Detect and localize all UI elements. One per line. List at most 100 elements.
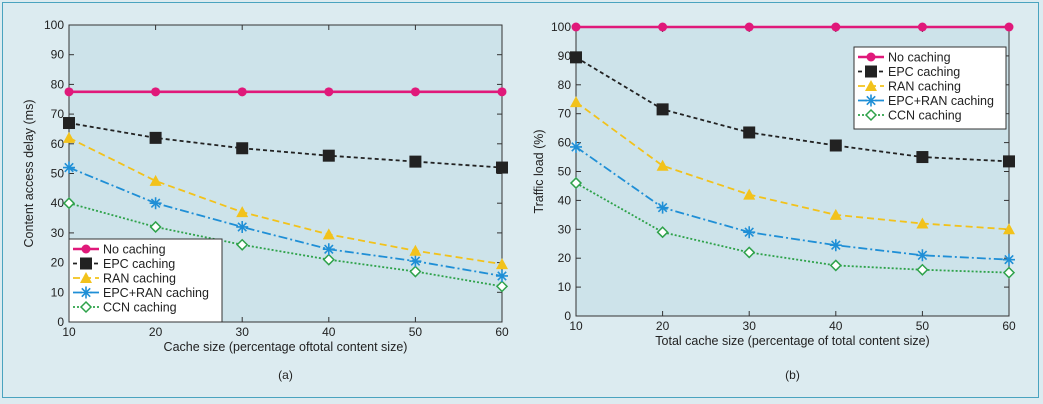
x-tick-label: 10 bbox=[62, 325, 76, 339]
legend-item: EPC+RAN caching bbox=[858, 94, 994, 108]
y-tick-label: 0 bbox=[564, 309, 571, 323]
data-point bbox=[829, 208, 842, 220]
x-axis-label: Cache size (percentage oftotal content s… bbox=[164, 340, 408, 354]
data-point bbox=[149, 197, 162, 210]
y-tick-label: 20 bbox=[51, 256, 65, 270]
data-point bbox=[409, 155, 422, 168]
legend-item: EPC caching bbox=[858, 65, 960, 79]
legend-label: RAN caching bbox=[103, 272, 176, 286]
data-point bbox=[569, 176, 583, 190]
y-tick-label: 50 bbox=[51, 167, 65, 181]
y-axis-label: Traffic load (%) bbox=[532, 129, 546, 213]
chart-caption: (b) bbox=[785, 368, 800, 382]
data-point bbox=[149, 174, 162, 186]
data-point bbox=[829, 139, 842, 152]
series-line bbox=[575, 182, 1010, 274]
data-point bbox=[495, 280, 509, 293]
legend-label: RAN caching bbox=[888, 80, 961, 94]
data-point bbox=[829, 259, 842, 272]
data-point bbox=[496, 161, 508, 174]
legend-marker bbox=[81, 244, 91, 254]
data-point bbox=[410, 87, 420, 97]
legend-marker bbox=[865, 94, 877, 107]
data-point bbox=[1004, 22, 1014, 32]
data-point bbox=[656, 201, 669, 214]
series-ccn-caching bbox=[62, 197, 509, 293]
y-tick-label: 30 bbox=[558, 222, 572, 236]
data-point bbox=[570, 51, 582, 64]
series-no-caching bbox=[64, 87, 507, 97]
y-tick-label: 30 bbox=[51, 226, 65, 240]
legend-item: No caching bbox=[73, 243, 166, 257]
x-tick-label: 60 bbox=[1002, 319, 1016, 333]
data-point bbox=[63, 117, 75, 130]
y-tick-label: 70 bbox=[51, 107, 65, 121]
y-tick-label: 40 bbox=[51, 196, 65, 210]
data-point bbox=[409, 244, 422, 256]
y-tick-label: 80 bbox=[51, 77, 65, 91]
series-no-caching bbox=[571, 22, 1014, 32]
series-ran-caching bbox=[63, 131, 508, 270]
series-line bbox=[575, 146, 1010, 261]
y-tick-label: 100 bbox=[44, 18, 64, 32]
legend-label: CCN caching bbox=[888, 109, 962, 123]
data-point bbox=[149, 131, 162, 144]
y-tick-label: 90 bbox=[558, 49, 572, 63]
data-point bbox=[829, 239, 842, 252]
x-tick-label: 50 bbox=[409, 325, 423, 339]
legend-item: EPC+RAN caching bbox=[73, 286, 209, 300]
data-point bbox=[149, 220, 162, 234]
data-point bbox=[63, 161, 75, 174]
y-axis-label: Content access delay (ms) bbox=[22, 100, 36, 248]
data-point bbox=[236, 206, 249, 218]
x-tick-label: 20 bbox=[149, 325, 163, 339]
data-point bbox=[62, 197, 76, 210]
legend-item: RAN caching bbox=[73, 272, 176, 286]
legend-marker bbox=[80, 272, 92, 283]
data-point bbox=[322, 243, 335, 256]
series-line bbox=[68, 166, 503, 277]
data-point bbox=[64, 87, 74, 97]
y-tick-label: 20 bbox=[558, 251, 572, 265]
data-point bbox=[63, 131, 75, 143]
legend-label: No caching bbox=[103, 243, 166, 257]
data-point bbox=[916, 151, 929, 164]
x-tick-label: 60 bbox=[495, 325, 509, 339]
data-point bbox=[743, 188, 756, 200]
series-ran-caching bbox=[570, 96, 1015, 235]
y-tick-label: 60 bbox=[558, 136, 572, 150]
legend-marker bbox=[80, 257, 92, 270]
data-point bbox=[409, 265, 422, 278]
series-ccn-caching bbox=[569, 176, 1016, 279]
data-point bbox=[743, 126, 756, 139]
data-point bbox=[656, 103, 669, 116]
y-tick-label: 60 bbox=[51, 137, 65, 151]
y-tick-label: 10 bbox=[51, 285, 65, 299]
x-tick-label: 50 bbox=[916, 319, 930, 333]
data-point bbox=[236, 142, 249, 155]
data-point bbox=[917, 22, 927, 32]
legend-marker bbox=[79, 300, 93, 314]
data-point bbox=[322, 149, 335, 162]
data-point bbox=[322, 228, 335, 240]
y-tick-label: 100 bbox=[551, 20, 571, 34]
data-point bbox=[656, 226, 669, 239]
data-point bbox=[916, 217, 929, 229]
series-line bbox=[68, 122, 503, 169]
legend-label: No caching bbox=[888, 51, 951, 65]
legend-item: CCN caching bbox=[73, 301, 177, 315]
data-point bbox=[236, 220, 249, 233]
y-tick-label: 70 bbox=[558, 107, 572, 121]
y-tick-label: 90 bbox=[51, 48, 65, 62]
series-epc-caching bbox=[63, 117, 508, 174]
legend-box bbox=[68, 238, 223, 323]
legend-item: No caching bbox=[858, 51, 951, 65]
chart-caption: (a) bbox=[278, 368, 293, 382]
legend-item: RAN caching bbox=[858, 80, 961, 94]
legend-marker bbox=[80, 286, 92, 299]
x-tick-label: 30 bbox=[236, 325, 250, 339]
